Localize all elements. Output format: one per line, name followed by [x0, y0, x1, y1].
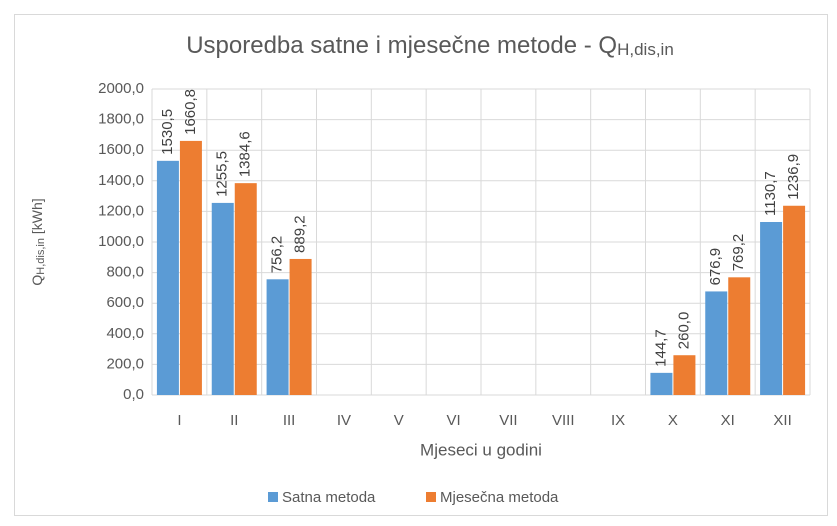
y-tick-label: 200,0: [106, 355, 144, 372]
data-label: 1384,6: [237, 131, 254, 177]
y-tick-label: 1600,0: [98, 141, 144, 158]
x-tick-label: VI: [446, 412, 460, 429]
x-tick-label: XII: [773, 412, 791, 429]
x-tick-label: VIII: [552, 412, 575, 429]
x-tick-label: VII: [499, 412, 517, 429]
x-tick-label: IV: [337, 412, 351, 429]
y-tick-label: 0,0: [123, 386, 144, 403]
title-subscript: H,dis,in: [617, 40, 674, 59]
data-label: 1530,5: [159, 109, 176, 155]
data-label: 1236,9: [785, 154, 802, 200]
y-tick-label: 400,0: [106, 325, 144, 342]
data-label: 144,7: [652, 329, 669, 367]
y-title-unit: [kWh]: [29, 198, 45, 238]
y-tick-label: 2000,0: [98, 80, 144, 97]
y-tick-label: 1400,0: [98, 172, 144, 189]
y-axis-title: QH,dis,in [kWh]: [29, 198, 47, 285]
y-tick-label: 1000,0: [98, 233, 144, 250]
bar: [156, 160, 179, 395]
data-label: 769,2: [730, 234, 747, 272]
data-label: 1660,8: [182, 89, 199, 135]
legend-label: Satna metoda: [282, 489, 376, 506]
bar: [673, 355, 696, 395]
bar: [783, 205, 806, 395]
x-tick-label: X: [668, 412, 678, 429]
x-tick-label: IX: [611, 412, 625, 429]
data-label: 1255,5: [214, 151, 231, 197]
bar: [179, 140, 202, 395]
y-title-text: Q: [29, 275, 45, 286]
y-tick-label: 800,0: [106, 264, 144, 281]
data-label: 260,0: [675, 312, 692, 350]
y-tick-label: 1200,0: [98, 202, 144, 219]
data-label: 889,2: [292, 215, 309, 253]
y-title-subscript: H,dis,in: [35, 238, 47, 275]
x-tick-label: III: [283, 412, 296, 429]
bar: [211, 202, 234, 395]
bar: [266, 279, 289, 395]
chart-frame: [14, 14, 828, 516]
data-label: 756,2: [269, 236, 286, 274]
bar: [650, 372, 673, 395]
x-tick-label: XI: [721, 412, 735, 429]
bar: [705, 291, 728, 395]
data-label: 676,9: [707, 248, 724, 286]
chart-title: Usporedba satne i mjesečne metode - QH,d…: [186, 32, 674, 59]
legend-label: Mjesečna metoda: [440, 489, 559, 506]
x-tick-label: II: [230, 412, 238, 429]
y-tick-label: 1800,0: [98, 111, 144, 128]
x-tick-label: V: [394, 412, 404, 429]
data-label: 1130,7: [762, 171, 779, 216]
bar: [728, 277, 751, 395]
bar: [760, 222, 783, 395]
legend-swatch: [268, 492, 278, 502]
title-text: Usporedba satne i mjesečne metode - Q: [186, 32, 617, 59]
x-axis-title: Mjeseci u godini: [420, 440, 542, 459]
bar: [289, 258, 312, 395]
legend-swatch: [426, 492, 436, 502]
bar: [234, 183, 257, 395]
x-tick-label: I: [177, 412, 181, 429]
y-tick-label: 600,0: [106, 294, 144, 311]
